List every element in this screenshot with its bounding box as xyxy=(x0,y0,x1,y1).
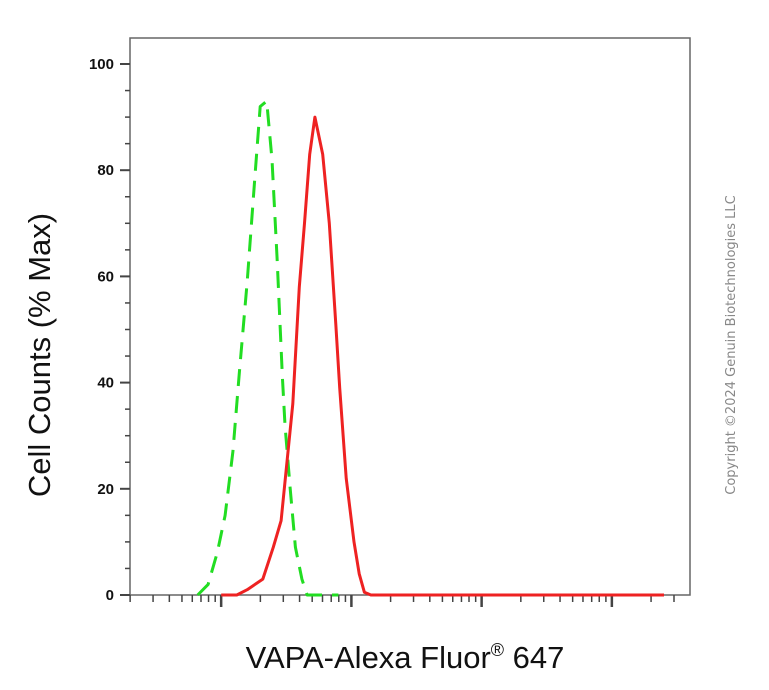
y-tick-label: 40 xyxy=(97,375,114,392)
y-tick-label: 0 xyxy=(106,587,114,604)
y-axis-title: Cell Counts (% Max) xyxy=(22,213,57,497)
y-axis: 0 20 40 60 80 100 xyxy=(89,56,130,604)
y-tick-label: 60 xyxy=(97,268,114,285)
series-layer xyxy=(196,99,664,597)
y-tick-label: 80 xyxy=(97,162,114,179)
y-tick-label: 100 xyxy=(89,56,114,73)
sample-histogram xyxy=(221,115,664,597)
x-axis-title: VAPA-Alexa Fluor® 647 xyxy=(246,640,565,675)
x-axis xyxy=(129,595,675,607)
negative-control-histogram xyxy=(196,99,339,597)
plot-frame xyxy=(129,37,691,596)
copyright-watermark: Copyright ©2024 Genuin Biotechnologies L… xyxy=(724,195,739,494)
y-tick-label: 20 xyxy=(97,481,114,498)
